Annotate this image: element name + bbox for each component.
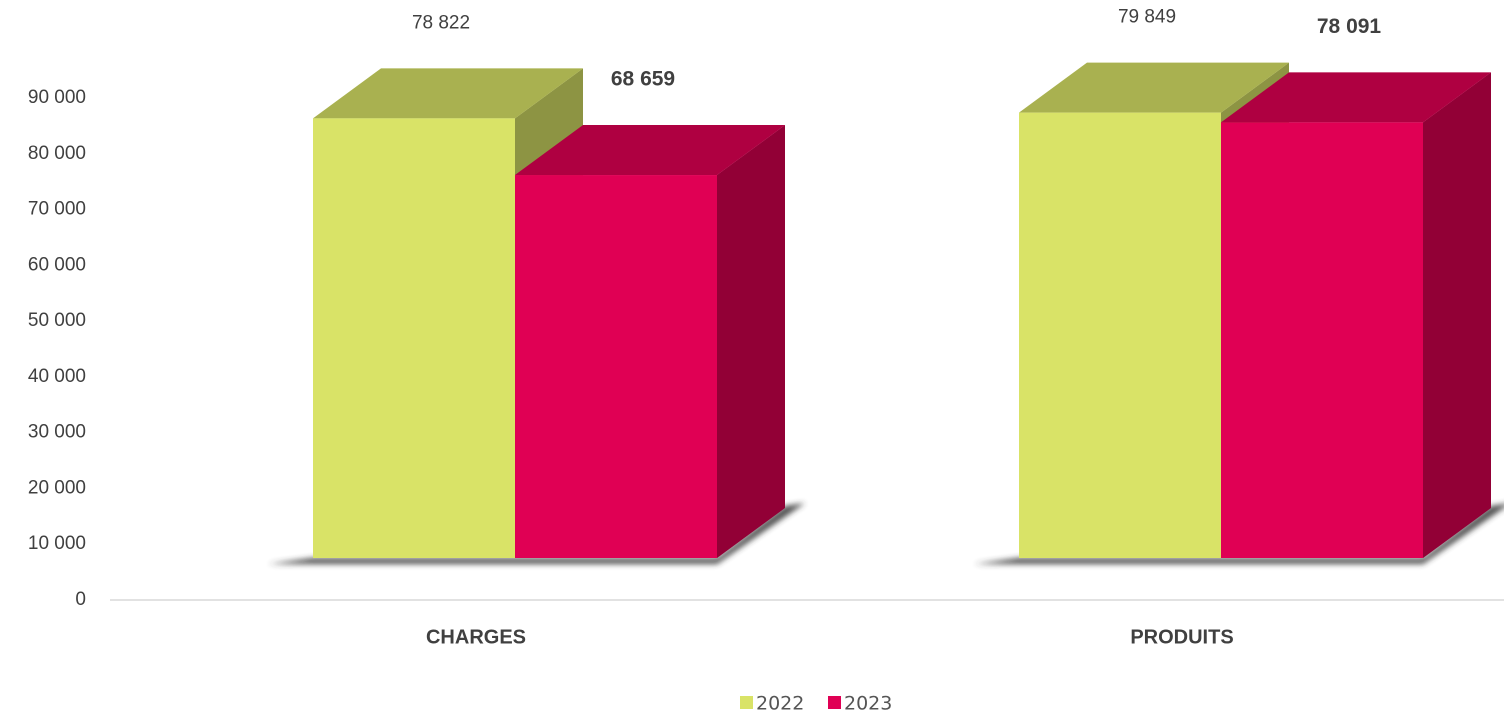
bar-shadow: [974, 504, 1504, 564]
x-tick-label: CHARGES: [426, 626, 526, 648]
bar-side: [1423, 72, 1491, 559]
bar-top: [515, 125, 785, 176]
y-tick-label: 40 000: [28, 366, 86, 387]
y-tick-label: 0: [75, 589, 86, 610]
bar: [1221, 72, 1491, 559]
y-tick-label: 30 000: [28, 422, 86, 443]
bar-top-shade: [1019, 62, 1289, 113]
legend-swatch: [740, 696, 753, 709]
bar-top: [313, 68, 583, 119]
data-label: 68 659: [611, 68, 675, 91]
bar-top-shade: [1221, 72, 1491, 123]
bar-top-shade: [515, 125, 785, 176]
legend-label: 2022: [756, 693, 804, 715]
bar-top: [1019, 62, 1289, 113]
bar-side-shade: [1423, 72, 1491, 559]
data-label: 79 849: [1118, 7, 1176, 28]
bar-front: [1221, 122, 1423, 559]
bar-top-shade: [313, 68, 583, 119]
data-label: 78 822: [412, 12, 470, 33]
legend-label: 2023: [844, 693, 892, 715]
bar-front: [1019, 112, 1221, 558]
bar-top: [1221, 72, 1491, 123]
y-tick-label: 50 000: [28, 310, 86, 331]
bar-side: [717, 125, 785, 559]
y-tick-label: 60 000: [28, 254, 86, 275]
bar-front: [313, 118, 515, 559]
bar-side-shade: [717, 125, 785, 559]
y-tick-label: 90 000: [28, 87, 86, 108]
x-tick-label: PRODUITS: [1130, 626, 1233, 648]
bar: [515, 125, 785, 559]
y-tick-label: 10 000: [28, 533, 86, 554]
legend-swatch: [828, 696, 841, 709]
y-tick-label: 20 000: [28, 477, 86, 498]
data-label: 78 091: [1317, 15, 1382, 38]
bar-front: [515, 175, 717, 559]
y-tick-label: 80 000: [28, 143, 86, 164]
y-tick-label: 70 000: [28, 199, 86, 220]
